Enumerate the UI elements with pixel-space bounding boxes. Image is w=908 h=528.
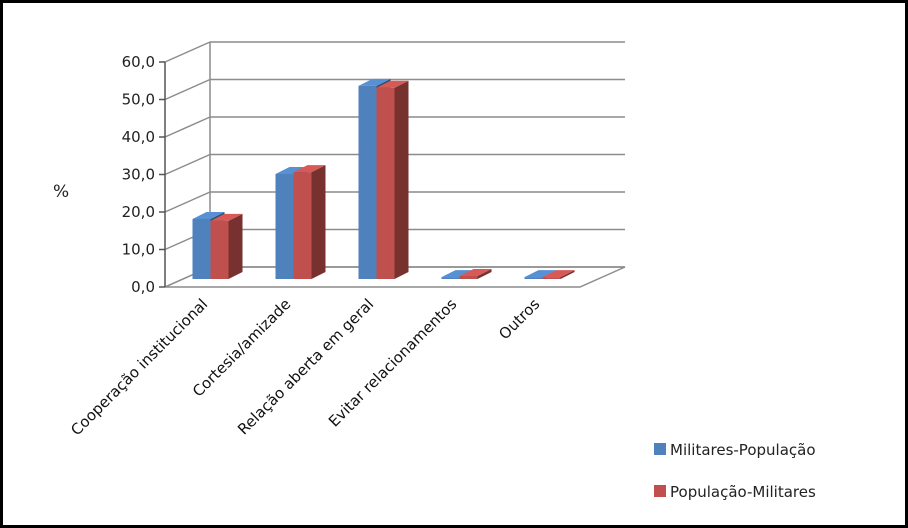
bar (376, 80, 409, 279)
bar-front (441, 277, 460, 279)
bar-side (394, 80, 409, 279)
legend: Militares-População População-Militares (654, 441, 816, 501)
legend-swatch (654, 443, 666, 455)
y-tick-label: 0,0 (131, 278, 155, 296)
bar-front (275, 174, 294, 279)
bar-front (293, 172, 312, 279)
gridline-side (164, 41, 211, 63)
bar-front (192, 219, 211, 279)
bar-top (293, 165, 326, 173)
bar-top (459, 269, 492, 276)
bar-side (560, 270, 575, 279)
y-tick-label: 60,0 (122, 53, 155, 71)
bar-top (210, 213, 243, 221)
y-axis: 0,0 10,0 20,0 30,0 40,0 50,0 60,0 (122, 53, 166, 296)
bar-top (376, 80, 409, 88)
x-tick-label: Cooperação institucional (67, 295, 211, 439)
legend-entry: Militares-População (654, 441, 816, 459)
bar-front (376, 87, 395, 279)
y-tick-label: 10,0 (122, 241, 155, 259)
bar (293, 165, 326, 279)
legend-label: População-Militares (670, 483, 816, 501)
bar-front (358, 85, 377, 279)
gridline-side (164, 153, 211, 176)
y-axis-label: % (53, 182, 69, 202)
bar-side (311, 165, 326, 279)
x-tick-label: Relação aberta em geral (234, 295, 377, 438)
y-tick-label: 40,0 (122, 128, 155, 146)
bar (210, 213, 243, 279)
y-tick-label: 20,0 (122, 203, 155, 221)
y-tick-label: 30,0 (122, 166, 155, 184)
legend-entry: População-Militares (654, 483, 816, 501)
legend-swatch (654, 485, 666, 497)
bar-top (358, 78, 391, 86)
bar-front (524, 277, 543, 279)
bars (192, 78, 575, 279)
bar-top (192, 212, 225, 219)
bar-top (275, 167, 308, 174)
gridline-side (164, 116, 211, 138)
x-tick-label: Outros (495, 295, 543, 343)
bar-front (542, 277, 561, 279)
bar-front (459, 276, 478, 279)
bar-front (210, 220, 229, 279)
bar-top (542, 270, 575, 278)
bar-top (524, 270, 557, 278)
bar-top (441, 270, 474, 278)
bar (542, 270, 575, 279)
bar-side (477, 269, 492, 279)
y-tick-label: 50,0 (122, 91, 155, 109)
gridline-side (164, 191, 211, 213)
gridline-side (164, 78, 211, 101)
x-axis: Cooperação institucionalCortesia/amizade… (67, 295, 543, 439)
bar-side (228, 213, 243, 279)
bar (459, 269, 492, 279)
legend-label: Militares-População (670, 441, 816, 459)
